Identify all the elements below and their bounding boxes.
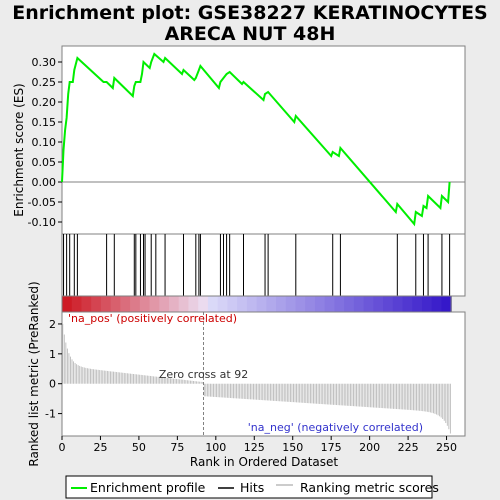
color-bar-segment [383, 296, 394, 312]
legend-enrichment-label: Enrichment profile [90, 480, 206, 495]
color-bar-segment [62, 296, 73, 312]
color-bar-segment [159, 296, 170, 312]
metric-axis-label: Ranked list metric (PreRanked) [27, 281, 41, 466]
color-bar-segment [344, 296, 355, 312]
enrichment-profile-line [61, 52, 451, 227]
es-tick-label: -0.10 [28, 216, 56, 229]
x-tick-label: 100 [205, 441, 226, 454]
color-bar-segment [139, 296, 151, 312]
metric-tick-label: -1 [45, 408, 56, 421]
x-axis-label: Rank in Ordered Dataset [190, 455, 338, 469]
color-bar-segment [324, 296, 336, 312]
legend-hits-label: Hits [240, 480, 264, 495]
metric-tick-label: 0 [49, 378, 56, 391]
color-bar-segment [412, 296, 423, 312]
x-tick-label: 125 [244, 441, 265, 454]
es-tick-label: 0.30 [32, 56, 57, 69]
color-bar-segment [305, 296, 316, 312]
color-bar-segment [392, 296, 404, 312]
es-axis-label: Enrichment score (ES) [12, 83, 26, 216]
x-tick-label: 150 [282, 441, 303, 454]
es-axis-ticks: -0.10 -0.05 0.00 0.05 0.10 0.15 0.20 0.25 0.30 [28, 56, 62, 229]
color-bar-segment [266, 296, 277, 312]
es-tick-label: 0.10 [32, 136, 57, 149]
color-bar-segment [217, 296, 228, 312]
chart-title-line2: ARECA NUT 48H [165, 23, 336, 45]
color-bar-segment [110, 296, 121, 312]
color-bar-segment [285, 296, 297, 312]
legend-metric-label: Ranking metric scores [300, 480, 439, 495]
metric-tick-label: 2 [49, 318, 56, 331]
x-tick-label: 25 [93, 441, 107, 454]
color-bar-segment [130, 296, 141, 312]
color-bar-segment [120, 296, 131, 312]
es-tick-label: 0.05 [32, 156, 57, 169]
x-tick-label: 200 [359, 441, 380, 454]
x-tick-label: 225 [398, 441, 419, 454]
rank-color-bar [61, 295, 452, 313]
es-tick-label: 0.20 [32, 96, 57, 109]
color-bar-segment [256, 296, 267, 312]
color-bar-segment [314, 296, 326, 312]
color-bar-segment [246, 296, 258, 312]
color-bar-segment [207, 296, 219, 312]
color-bar-segment [188, 296, 199, 312]
metric-tick-label: 1 [49, 348, 56, 361]
color-bar-segment [178, 296, 190, 312]
es-tick-label: 0.00 [32, 176, 57, 189]
neg-correlated-label: 'na_neg' (negatively correlated) [248, 421, 423, 434]
color-bar-segment [402, 296, 413, 312]
pos-correlated-label: 'na_pos' (positively correlated) [68, 312, 237, 325]
color-bar-segment [431, 296, 443, 312]
color-bar-segment [227, 296, 238, 312]
color-bar-segment [81, 296, 92, 312]
color-bar-segment [421, 296, 433, 312]
x-tick-label: 175 [321, 441, 342, 454]
color-bar-segment [373, 296, 384, 312]
ranking-metric-bars [62, 323, 451, 434]
zero-cross-label: Zero cross at 92 [159, 368, 248, 381]
color-bar-segment [441, 296, 452, 312]
x-tick-label: 0 [59, 441, 66, 454]
es-panel [61, 45, 466, 235]
color-bar-segment [295, 296, 306, 312]
hits-panel [61, 233, 466, 297]
metric-axis-ticks: -1 0 1 2 [45, 318, 62, 421]
color-bar-segment [334, 296, 345, 312]
x-tick-label: 50 [132, 441, 146, 454]
color-bar-segment [353, 296, 365, 312]
legend-box [65, 475, 433, 499]
color-bar-segment [276, 296, 287, 312]
color-bar-segment [363, 296, 374, 312]
chart-title-line1: Enrichment plot: GSE38227 KERATINOCYTES [12, 2, 488, 24]
x-tick-label: 250 [436, 441, 457, 454]
color-bar-segment [71, 296, 83, 312]
es-tick-label: -0.05 [28, 196, 56, 209]
color-bar-segment [237, 296, 248, 312]
x-axis-ticks: 0 25 50 75 100 125 150 175 200 225 250 [59, 436, 457, 454]
color-bar-segment [91, 296, 102, 312]
es-tick-label: 0.15 [32, 116, 57, 129]
color-bar-segment [100, 296, 112, 312]
x-tick-label: 75 [170, 441, 184, 454]
color-bar-segment [169, 296, 180, 312]
color-bar-segment [149, 296, 160, 312]
color-bar-segment [198, 296, 209, 312]
es-tick-label: 0.25 [32, 76, 57, 89]
hit-marks [63, 234, 451, 296]
